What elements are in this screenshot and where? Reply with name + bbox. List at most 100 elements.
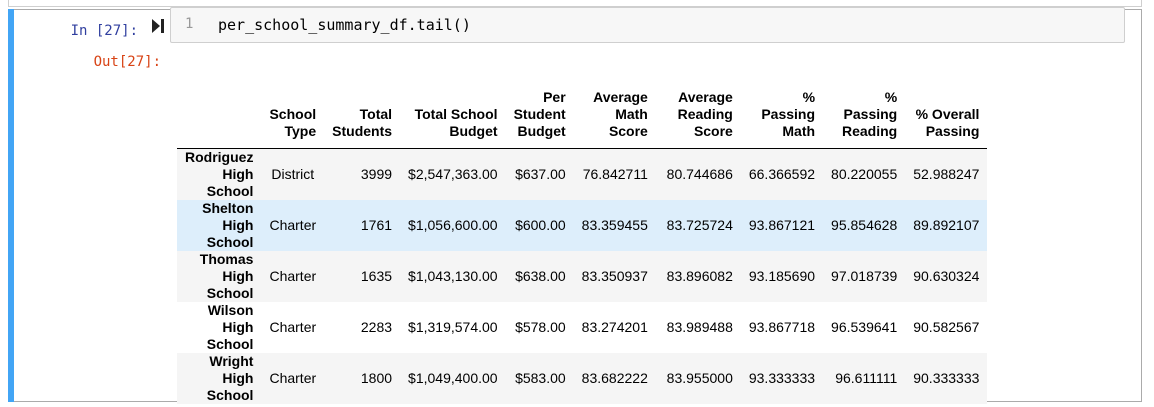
cell-avg-reading: 83.989488 [666, 319, 733, 335]
header-line: % Overall [915, 106, 980, 122]
cell-passing-math: 93.333333 [748, 370, 816, 386]
row-index-label: Rodriguez High School [177, 149, 261, 201]
cell-overall-passing: 90.630324 [913, 268, 980, 284]
header-line: Students [332, 123, 393, 139]
cell-overall-passing: 52.988247 [913, 166, 980, 182]
cell-avg-reading: 83.955000 [666, 370, 733, 386]
row-index-line: Wright High [209, 353, 254, 386]
table-row-highlighted: Shelton High School Charter 1761 $1,056,… [177, 200, 988, 251]
column-header-overall-passing: % Overall Passing [905, 77, 988, 149]
cell-avg-reading: 83.896082 [666, 268, 733, 284]
header-line: Type [284, 123, 317, 139]
column-header-passing-math: % Passing Math [740, 77, 824, 149]
header-line: Passing [925, 123, 980, 139]
table-header-row: School Type Total Students Total School … [177, 77, 988, 149]
cell-total-budget: $1,043,130.00 [408, 268, 498, 284]
header-line: % Passing [843, 89, 898, 122]
cell-total-students: 3999 [360, 166, 393, 182]
cell-passing-math: 93.867718 [748, 319, 816, 335]
table-row: Wilson High School Charter 2283 $1,319,5… [177, 302, 987, 353]
previous-cell-border [8, 0, 1142, 7]
cell-total-students: 1635 [360, 268, 393, 284]
column-header-avg-reading: Average Reading Score [655, 77, 741, 149]
cell-school-type: Charter [269, 217, 317, 233]
cell-overall-passing: 90.333333 [913, 370, 980, 386]
cell-total-students: 1761 [360, 217, 393, 233]
cell-avg-math: 76.842711 [582, 166, 648, 182]
row-index-line: Rodriguez [185, 149, 254, 165]
column-header-per-student-budget: Per Student Budget [505, 77, 574, 149]
table-row: Wright High School Charter 1800 $1,049,4… [177, 353, 988, 404]
header-line: Average [678, 89, 733, 105]
code-editor[interactable]: 1 per_school_summary_df.tail() [170, 7, 1125, 43]
cell-per-student-budget: $583.00 [515, 370, 566, 386]
cell-passing-math: 93.867121 [748, 217, 816, 233]
cell-per-student-budget: $578.00 [515, 319, 566, 335]
header-line: Reading [677, 106, 733, 122]
header-line: Average [593, 89, 648, 105]
cell-per-student-budget: $637.00 [515, 166, 566, 182]
header-line: School [269, 106, 317, 122]
header-line: Math [782, 123, 816, 139]
table-row: Rodriguez High School District 3999 $2,5… [177, 148, 988, 201]
cell-school-type: Charter [269, 319, 317, 335]
row-index-label: Wilson High School [177, 302, 261, 353]
cell-school-type: Charter [269, 268, 317, 284]
row-index-line: Thomas [199, 251, 254, 267]
cell-passing-math: 93.185690 [748, 268, 816, 284]
cell-avg-math: 83.359455 [581, 217, 648, 233]
header-line: Math Score [608, 106, 648, 139]
cell-avg-math: 83.350937 [581, 268, 648, 284]
cell-total-budget: $2,547,363.00 [408, 166, 498, 182]
header-line: Per [543, 89, 566, 105]
cell-overall-passing: 89.892107 [913, 217, 980, 233]
cell-total-budget: $1,056,600.00 [408, 217, 498, 233]
cell-avg-math: 83.274201 [581, 319, 648, 335]
row-index-line: High School [206, 268, 254, 301]
row-index-line: High School [206, 217, 254, 250]
cell-avg-reading: 80.744686 [666, 166, 733, 182]
row-index-line: School [206, 336, 254, 352]
cell-passing-math: 66.366592 [748, 166, 816, 182]
cell-total-budget: $1,319,574.00 [408, 319, 498, 335]
row-index-line: Shelton [202, 200, 254, 216]
line-number: 1 [185, 16, 194, 32]
header-line: Total School [414, 106, 498, 122]
table-row: Thomas High School Charter 1635 $1,043,1… [177, 251, 988, 302]
header-line: % Passing [761, 89, 816, 122]
header-line: Score [693, 123, 733, 139]
cell-school-type: District [271, 166, 315, 182]
header-line: Student [513, 106, 566, 122]
cell-passing-reading: 97.018739 [831, 268, 898, 284]
cell-passing-reading: 80.220055 [831, 166, 898, 182]
cell-total-students: 2283 [360, 319, 393, 335]
cell-total-budget: $1,049,400.00 [408, 370, 498, 386]
cell-avg-reading: 83.725724 [666, 217, 733, 233]
cell-school-type: Charter [269, 370, 317, 386]
row-index-line: High School [206, 166, 254, 199]
row-index-line: Wilson High [207, 302, 254, 335]
column-header-total-students: Total Students [324, 77, 401, 149]
row-index-label: Wright High School [177, 353, 261, 404]
row-index-label: Thomas High School [177, 251, 261, 302]
cell-overall-passing: 90.582567 [913, 319, 980, 335]
row-index-label: Shelton High School [177, 200, 261, 251]
cell-per-student-budget: $638.00 [515, 268, 566, 284]
code-line[interactable]: per_school_summary_df.tail() [218, 16, 471, 34]
column-header-school-type: School Type [261, 77, 325, 149]
input-prompt: In [27]: [70, 23, 138, 39]
index-header [177, 77, 262, 149]
cell-selection-bar [8, 9, 14, 402]
column-header-passing-reading: % Passing Reading [823, 77, 906, 149]
run-cell-icon[interactable] [148, 16, 168, 36]
header-line: Reading [842, 123, 898, 139]
cell-passing-reading: 96.539641 [831, 319, 898, 335]
cell-per-student-budget: $600.00 [515, 217, 566, 233]
dataframe-table: School Type Total Students Total School … [177, 77, 988, 404]
header-line: Total [359, 106, 393, 122]
cell-avg-math: 83.682222 [581, 370, 648, 386]
column-header-avg-math: Average Math Score [573, 77, 656, 149]
header-line: Budget [517, 123, 566, 139]
header-line: Budget [449, 123, 498, 139]
cell-total-students: 1800 [360, 370, 393, 386]
